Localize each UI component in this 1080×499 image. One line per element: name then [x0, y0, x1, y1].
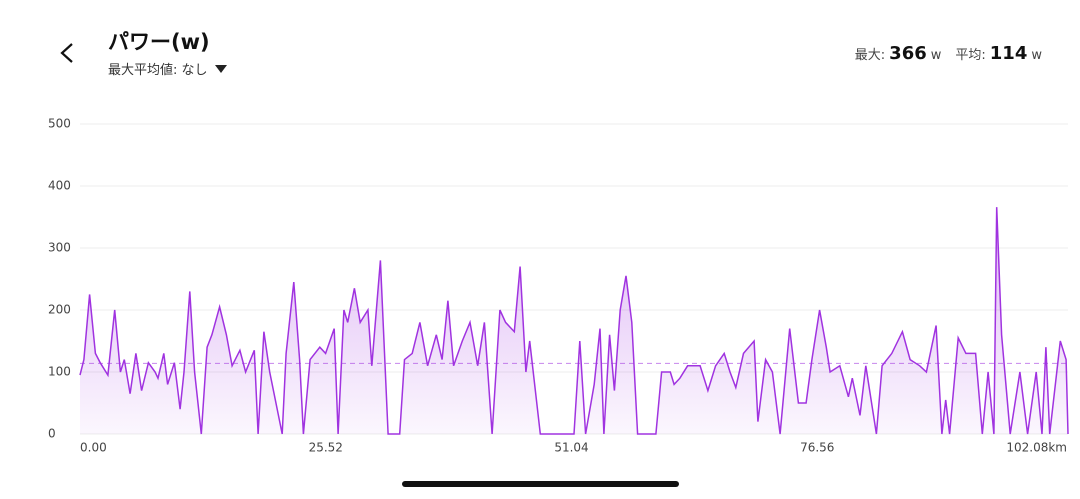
max-label: 最大: — [854, 48, 886, 63]
x-tick-label: 0.00 — [80, 441, 107, 455]
x-tick-label: 25.52 — [309, 441, 343, 455]
x-tick-label: 76.56 — [800, 441, 834, 455]
y-tick-label: 100 — [48, 365, 71, 379]
y-tick-label: 500 — [48, 117, 71, 131]
title: パワー(w) — [108, 30, 210, 54]
x-tick-label: 51.04 — [554, 441, 588, 455]
y-tick-label: 200 — [48, 303, 71, 317]
max-unit: w — [930, 48, 942, 63]
avg-label: 平均: — [955, 48, 986, 63]
stats: 最大: 366 w 平均: 114 w — [855, 43, 1042, 64]
avg-value: 114 — [989, 43, 1028, 64]
selector[interactable]: 最大平均値: なし — [108, 59, 228, 78]
dropdown-icon — [214, 64, 227, 73]
back-button[interactable] — [60, 43, 73, 63]
y-tick-label: 300 — [48, 241, 71, 255]
max-value: 366 — [889, 43, 927, 64]
selector-label: 最大平均値: なし — [108, 63, 208, 78]
home-indicator — [402, 481, 679, 487]
y-tick-label: 0 — [48, 427, 56, 441]
power-line — [79, 207, 1069, 435]
y-tick-label: 400 — [48, 179, 71, 193]
avg-unit: w — [1031, 48, 1042, 63]
area-fill — [80, 207, 1068, 434]
x-tick-label: 102.08km — [1006, 441, 1067, 455]
